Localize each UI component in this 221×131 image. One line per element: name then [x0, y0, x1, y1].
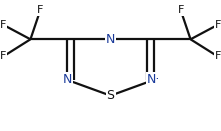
Text: F: F	[0, 51, 7, 61]
Text: S: S	[107, 89, 114, 102]
Text: F: F	[37, 6, 43, 15]
Text: F: F	[0, 20, 7, 30]
Text: F: F	[214, 51, 221, 61]
Text: N·: N·	[147, 73, 160, 86]
Text: N: N	[63, 73, 72, 86]
Text: N: N	[106, 33, 115, 46]
Text: F: F	[178, 6, 184, 15]
Text: F: F	[214, 20, 221, 30]
